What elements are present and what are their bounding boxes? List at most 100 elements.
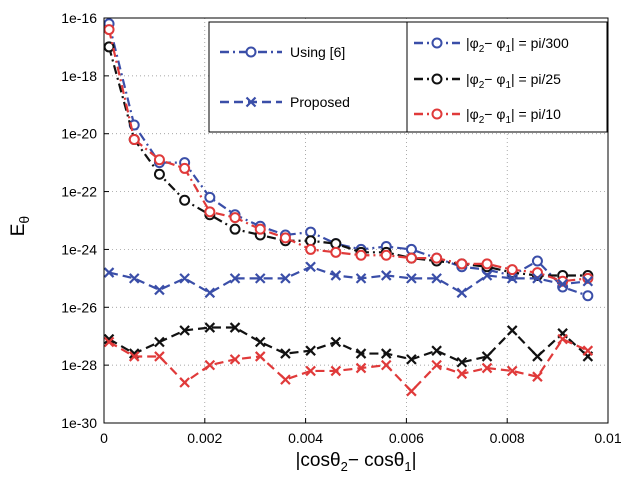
marker-stroke [355, 273, 367, 284]
data-point [305, 226, 317, 238]
data-point [204, 322, 216, 333]
data-point [305, 243, 317, 255]
x-label-sub: 2 [341, 459, 348, 474]
data-point [305, 365, 316, 377]
data-point [557, 278, 568, 290]
data-point [405, 252, 417, 264]
data-point [279, 232, 291, 244]
marker-stroke [128, 273, 140, 284]
marker-stroke [280, 273, 291, 284]
data-point [229, 354, 241, 365]
marker-stroke [330, 336, 342, 348]
y-tick-label: 1e-20 [61, 126, 97, 142]
data-point [380, 348, 392, 359]
legend-using-marker [245, 46, 257, 58]
data-point [154, 284, 165, 296]
legend-proposed-label: Proposed [290, 94, 350, 110]
data-point [153, 154, 165, 166]
data-point [103, 333, 115, 345]
data-point [179, 325, 190, 336]
marker-stroke [204, 287, 216, 299]
data-point [254, 336, 266, 348]
data-point [506, 325, 518, 336]
x-label-part: |cosθ [296, 450, 341, 471]
marker-stroke [431, 273, 442, 284]
series-3 [103, 261, 594, 299]
marker-stroke [179, 325, 190, 336]
legend-phi-marker [431, 108, 443, 120]
marker-stroke [456, 287, 468, 299]
y-tick-label: 1e-16 [61, 10, 97, 26]
series-line [107, 29, 588, 283]
data-point [128, 273, 140, 284]
data-point [406, 385, 417, 397]
legend-using-label: Using [6] [290, 44, 345, 60]
marker-stroke [179, 377, 190, 388]
data-point [330, 238, 342, 250]
data-point [280, 348, 291, 359]
data-point [204, 287, 216, 299]
legend-phi-label: |φ2− φ1| = pi/25 [466, 71, 561, 91]
marker-stroke [582, 345, 594, 356]
data-point [557, 333, 568, 345]
marker-stroke [506, 365, 518, 377]
marker-stroke [557, 333, 568, 345]
marker-stroke [355, 362, 367, 374]
legend-x-marker [245, 96, 257, 108]
legend-phi-label: |φ2− φ1| = pi/10 [466, 106, 561, 126]
data-point [431, 252, 443, 264]
data-point [330, 365, 342, 377]
x-tick-label: 0.008 [490, 430, 525, 446]
marker-stroke [305, 261, 316, 273]
data-point [431, 273, 442, 284]
data-point [330, 246, 342, 258]
data-point [128, 134, 140, 145]
legend-proposed-marker [245, 96, 257, 108]
legend-phi-part: |φ [466, 35, 479, 51]
data-point [406, 273, 417, 284]
data-point [280, 374, 291, 385]
x-label-sub: 1 [404, 459, 411, 474]
marker-stroke [154, 351, 165, 362]
y-axis: 1e-16 1e-18 1e-20 1e-22 1e-24 1e-26 1e-28 1e-30 [61, 10, 109, 431]
marker-stroke [229, 322, 241, 333]
marker-stroke [154, 284, 165, 296]
data-point [355, 273, 367, 284]
data-point [179, 377, 190, 388]
marker-stroke [254, 351, 266, 362]
data-point [229, 273, 241, 284]
data-point [305, 261, 316, 273]
marker-stroke [128, 348, 140, 359]
data-point [355, 362, 367, 374]
marker-stroke [380, 270, 392, 281]
legend-phi-part: | = pi/25 [511, 71, 561, 87]
x-axis-label: |cosθ2− cosθ1| [296, 450, 417, 474]
data-point [506, 365, 518, 377]
data-point [305, 235, 317, 247]
data-point [481, 270, 493, 281]
marker-stroke [305, 365, 316, 377]
marker-stroke [330, 365, 342, 377]
marker-stroke [280, 374, 291, 385]
marker-stroke [229, 354, 241, 365]
marker-stroke [229, 273, 241, 284]
marker-stroke [128, 351, 140, 362]
data-point [103, 267, 115, 278]
plot-frame [103, 17, 609, 424]
data-point [380, 249, 392, 261]
data-point [305, 345, 316, 356]
marker-stroke [532, 351, 543, 362]
data-point [380, 270, 392, 281]
marker-stroke [380, 359, 392, 371]
legend-phi-part: − φ [484, 71, 505, 87]
legend-phi-sub: 2 [479, 80, 485, 91]
data-point [154, 351, 165, 362]
legend-phi-part: | = pi/10 [511, 106, 561, 122]
marker-stroke [154, 336, 165, 348]
data-point [355, 249, 367, 261]
data-point [355, 348, 367, 359]
data-point [506, 273, 518, 284]
marker-stroke [103, 267, 115, 278]
marker-stroke [506, 325, 518, 336]
data-point [380, 359, 392, 371]
